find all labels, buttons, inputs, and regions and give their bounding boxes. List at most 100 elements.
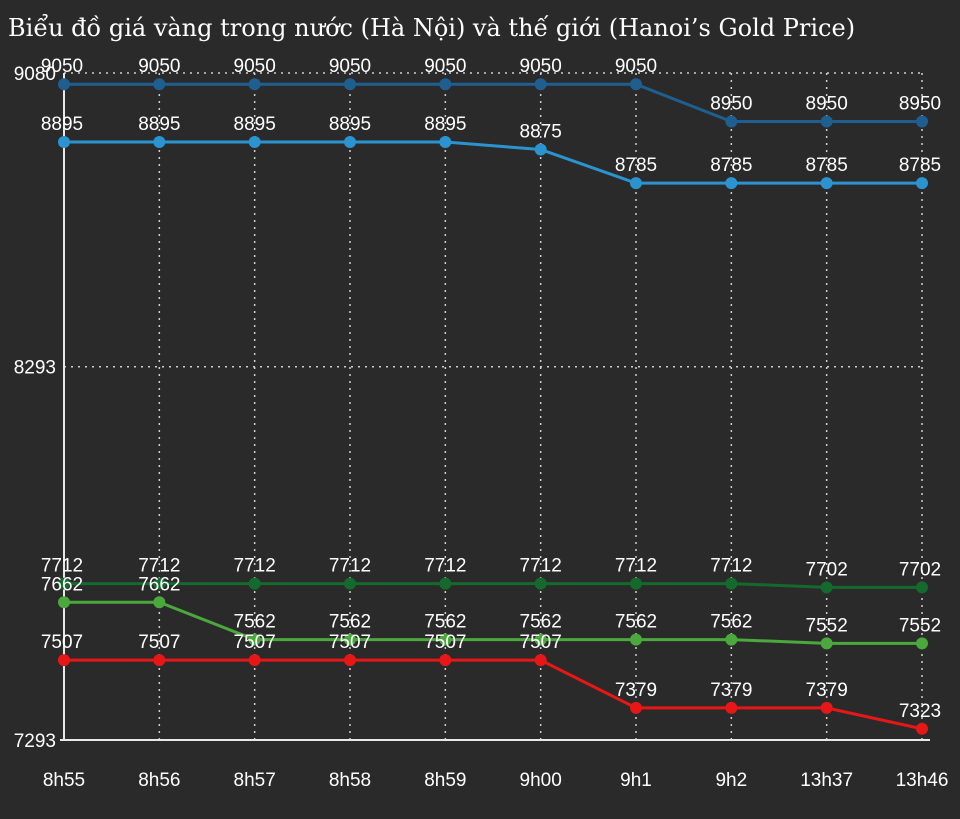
data-label: 7507: [138, 632, 180, 653]
data-point: [916, 637, 928, 650]
data-label: 7562: [234, 612, 276, 633]
data-point: [820, 581, 833, 594]
x-tick-label: 8h56: [138, 770, 180, 791]
data-point: [916, 581, 928, 594]
data-label: 7712: [710, 556, 752, 577]
data-label: 9050: [41, 56, 83, 77]
x-tick-label: 8h58: [329, 770, 371, 791]
data-label: 7507: [329, 632, 371, 653]
data-label: 7507: [424, 632, 466, 653]
data-label: 7712: [329, 556, 371, 577]
data-point: [248, 654, 261, 667]
data-label: 7702: [899, 559, 941, 580]
x-tick-label: 8h59: [424, 770, 466, 791]
data-point: [534, 78, 547, 91]
data-label: 7662: [41, 574, 83, 595]
data-point: [820, 637, 833, 650]
data-point: [916, 115, 928, 128]
series-4: [58, 596, 928, 650]
data-point: [534, 577, 547, 590]
data-label: 7562: [329, 612, 371, 633]
data-label: 7662: [138, 574, 180, 595]
data-label: 9050: [424, 56, 466, 77]
data-label: 8950: [806, 94, 848, 115]
data-label: 8895: [138, 114, 180, 135]
data-point: [630, 701, 642, 714]
y-tick-label: 8293: [14, 358, 56, 379]
x-tick-label: 9h00: [520, 770, 562, 791]
data-label: 7712: [615, 556, 657, 577]
data-label: 7712: [424, 556, 466, 577]
data-point: [725, 633, 738, 646]
data-point: [725, 177, 738, 190]
x-tick-label: 13h37: [800, 770, 853, 791]
data-point: [58, 78, 70, 91]
x-tick-label: 8h55: [43, 770, 85, 791]
data-label: 7702: [806, 559, 848, 580]
data-label: 7712: [520, 556, 562, 577]
data-label: 8895: [234, 114, 276, 135]
data-label: 7562: [424, 612, 466, 633]
data-point: [248, 577, 261, 590]
data-point: [916, 722, 928, 735]
data-point: [534, 143, 547, 156]
series-2: [58, 136, 928, 190]
series-5: [58, 654, 928, 735]
data-label: 8895: [41, 114, 83, 135]
data-label: 8895: [329, 114, 371, 135]
data-label: 7507: [520, 632, 562, 653]
data-point: [153, 654, 166, 667]
data-label: 7562: [710, 612, 752, 633]
data-point: [630, 633, 642, 646]
data-point: [248, 136, 261, 149]
data-label: 7552: [806, 615, 848, 636]
data-label: 8785: [806, 155, 848, 176]
data-point: [439, 78, 452, 91]
data-point: [153, 136, 166, 149]
data-label: 7562: [615, 612, 657, 633]
data-label: 8875: [520, 122, 562, 143]
series-line: [64, 600, 922, 645]
series-1: [58, 78, 928, 128]
data-label: 9050: [138, 56, 180, 77]
data-point: [439, 136, 452, 149]
y-tick-label: 9080: [14, 64, 56, 85]
data-point: [344, 633, 356, 646]
data-label: 9050: [615, 56, 657, 77]
data-point: [344, 577, 356, 590]
chart-title: Biểu đồ giá vàng trong nước (Hà Nội) và …: [8, 14, 856, 42]
data-label: 7712: [41, 556, 83, 577]
data-label: 7552: [899, 615, 941, 636]
data-label: 7379: [806, 680, 848, 701]
data-label: 7562: [520, 612, 562, 633]
data-point: [439, 633, 452, 646]
series-layer: [58, 78, 928, 735]
series-line: [64, 582, 922, 589]
data-point: [58, 577, 70, 590]
data-label: 7507: [41, 632, 83, 653]
data-label: 7379: [615, 680, 657, 701]
data-label: 9050: [520, 56, 562, 77]
data-point: [725, 577, 738, 590]
series-line: [64, 658, 923, 731]
data-point: [153, 577, 166, 590]
data-label: 8785: [710, 155, 752, 176]
data-label: 8950: [710, 94, 752, 115]
data-label: 7379: [710, 680, 752, 701]
data-point: [58, 654, 70, 667]
data-label: 8895: [424, 114, 466, 135]
series-3: [58, 577, 928, 594]
data-point: [248, 78, 261, 91]
data-point: [725, 701, 738, 714]
data-point: [725, 115, 738, 128]
x-tick-label: 9h1: [620, 770, 652, 791]
data-point: [439, 654, 452, 667]
x-tick-label: 8h57: [234, 770, 276, 791]
data-point: [344, 78, 356, 91]
x-tick-label: 9h2: [715, 770, 747, 791]
data-point: [58, 596, 70, 609]
y-tick-label: 7293: [14, 731, 56, 752]
data-point: [534, 633, 547, 646]
